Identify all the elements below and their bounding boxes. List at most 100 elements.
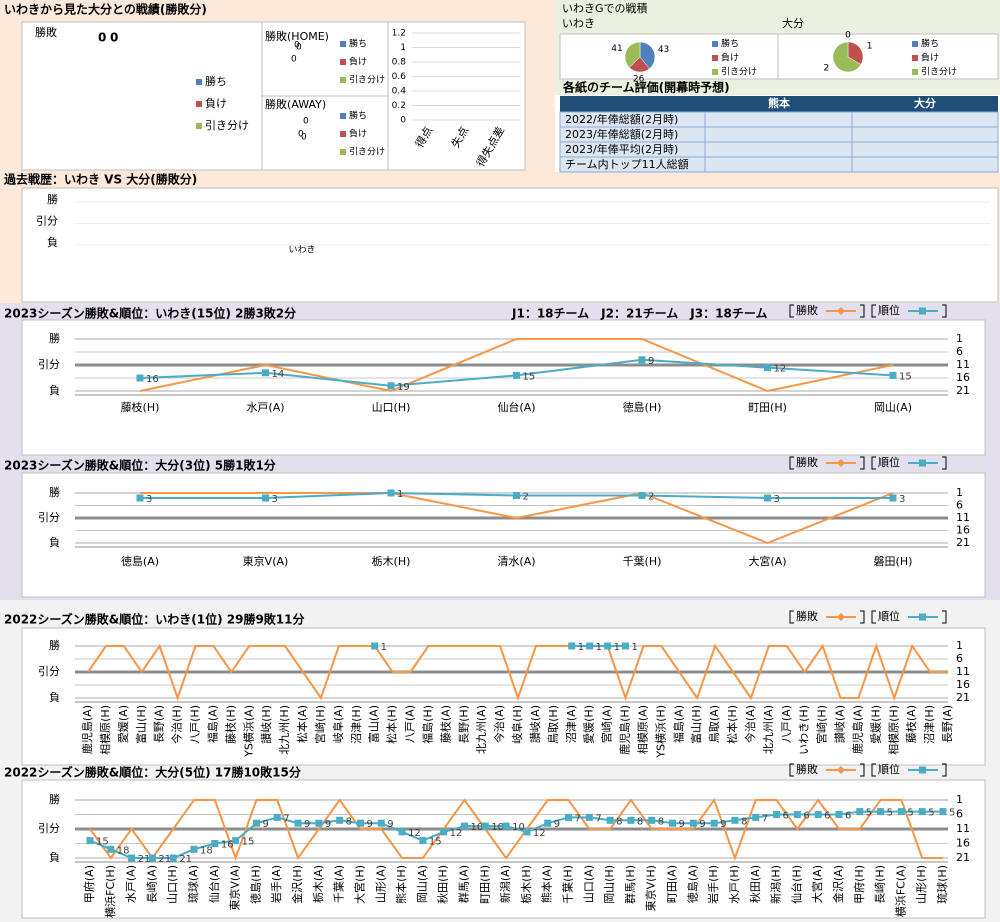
- x-tick-label: 北九州(A): [475, 705, 488, 754]
- y2-tick-label: 11: [956, 665, 970, 678]
- data-label: 12: [774, 364, 787, 375]
- box: [777, 33, 999, 80]
- marker: [128, 854, 136, 862]
- col-header: 熊本: [768, 96, 790, 110]
- data-label: 19: [397, 382, 410, 393]
- marker: [918, 808, 926, 816]
- x-tick-label: 藤枝(H): [223, 705, 237, 744]
- marker: [148, 854, 156, 862]
- x-tick-label: 大宮(H): [352, 865, 366, 904]
- marker: [764, 364, 771, 372]
- x-tick-label: 横浜FC(A): [893, 865, 907, 917]
- x-tick-label: 徳島(A): [121, 554, 159, 568]
- legend-swatch: [712, 55, 718, 61]
- legend-marker: [837, 459, 845, 467]
- marker: [232, 837, 240, 845]
- x-tick-label: 東京V(A): [243, 554, 289, 568]
- data-label: 14: [272, 369, 285, 380]
- pie-title: 大分: [782, 16, 804, 30]
- x-tick-label: 宮崎(A): [600, 705, 614, 743]
- y2-tick-label: 11: [956, 822, 970, 835]
- x-tick-label: いわき(H): [798, 705, 811, 755]
- y-tick-label: 引分: [38, 510, 60, 524]
- chart-title: 2023シーズン勝敗&順位：いわき(15位) 2勝3敗2分: [4, 306, 296, 321]
- x-tick-label: 沼津(A): [564, 705, 578, 743]
- y-tick-label: 0.4: [392, 87, 407, 97]
- x-tick-label: 仙台(A): [207, 865, 221, 903]
- marker: [897, 808, 905, 816]
- x-tick-label: 沼津(H): [349, 705, 363, 744]
- marker: [604, 642, 612, 650]
- legend-label: 勝敗: [796, 455, 818, 469]
- x-tick-label: 秋田(A): [748, 865, 762, 903]
- marker: [387, 489, 395, 497]
- data-label: 9: [387, 819, 393, 830]
- y-tick-label: 負: [47, 236, 58, 249]
- x-tick-label: 岡山(H): [603, 865, 616, 904]
- data-label: 9: [720, 819, 726, 830]
- x-tick-label: 大宮(A): [810, 865, 824, 903]
- y-tick-label: 引分: [38, 357, 60, 371]
- x-tick-label: 金沢(A): [831, 865, 845, 903]
- legend-label: 引き分け: [721, 67, 757, 78]
- x-tick-label: 水戸(A): [246, 401, 284, 414]
- data-label: 6: [845, 811, 851, 822]
- x-tick-label: 長崎(A): [144, 865, 158, 903]
- table-cell: [704, 111, 853, 128]
- legend-label: 勝ち: [721, 38, 739, 50]
- value: 0: [291, 55, 297, 65]
- y2-tick-label: 1: [956, 639, 963, 652]
- y2-tick-label: 6: [956, 652, 963, 665]
- y2-tick-label: 1: [956, 332, 963, 345]
- marker: [565, 813, 573, 821]
- data-label: 1: [578, 642, 584, 653]
- score: 0: [110, 31, 118, 45]
- data-label: 1: [632, 642, 638, 653]
- data-label: 1: [614, 642, 620, 653]
- x-tick-label: 大宮(A): [748, 554, 786, 568]
- table-cell: [704, 141, 853, 158]
- marker: [398, 828, 406, 836]
- data-label: 21: [138, 854, 151, 865]
- x-tick-label: 藤枝(H): [121, 400, 160, 414]
- legend-bracket: [789, 763, 794, 777]
- marker: [814, 811, 822, 818]
- x-tick-label: いわき: [288, 245, 315, 256]
- box: [261, 21, 389, 97]
- marker: [502, 822, 510, 830]
- x-tick-label: 栃木(A): [311, 865, 325, 903]
- legend-swatch: [712, 41, 718, 47]
- x-tick-label: 讃岐(A): [834, 705, 847, 743]
- data-label: 1: [381, 642, 387, 653]
- x-tick-label: 熊本(A): [540, 865, 554, 903]
- data-label: 9: [699, 819, 705, 830]
- data-label: 1: [596, 642, 602, 653]
- x-tick-label: 仙台(A): [497, 400, 535, 414]
- legend-bracket: [860, 304, 865, 318]
- legend-marker: [919, 613, 926, 621]
- data-label: 8: [637, 816, 643, 827]
- marker: [638, 492, 646, 499]
- legend-label: 引き分け: [349, 147, 385, 158]
- legend-marker: [837, 766, 845, 774]
- x-tick-label: 岐阜(A): [332, 705, 345, 743]
- marker: [689, 819, 697, 827]
- title: いわきから見た大分との戦績(勝敗分): [4, 2, 207, 17]
- x-tick-label: 福島(H): [420, 705, 434, 744]
- marker: [627, 816, 635, 824]
- legend-swatch: [340, 149, 346, 155]
- y2-tick-label: 21: [956, 851, 970, 864]
- x-tick-label: 千葉(A): [332, 865, 346, 903]
- x-tick-label: 甲府(H): [852, 865, 866, 904]
- y2-tick-label: 6: [956, 499, 963, 512]
- data-label: 3: [899, 494, 905, 505]
- y-tick-label: 勝: [49, 792, 60, 806]
- table-header: [560, 96, 998, 112]
- legend-bracket: [942, 610, 947, 624]
- series-line: [89, 797, 943, 861]
- legend-label: 引き分け: [921, 67, 957, 78]
- data-label: 1: [397, 489, 403, 500]
- data-label: 6: [803, 811, 809, 822]
- x-tick-label: 鳥取(A): [707, 705, 721, 743]
- x-tick-label: 東京V(A): [228, 865, 242, 911]
